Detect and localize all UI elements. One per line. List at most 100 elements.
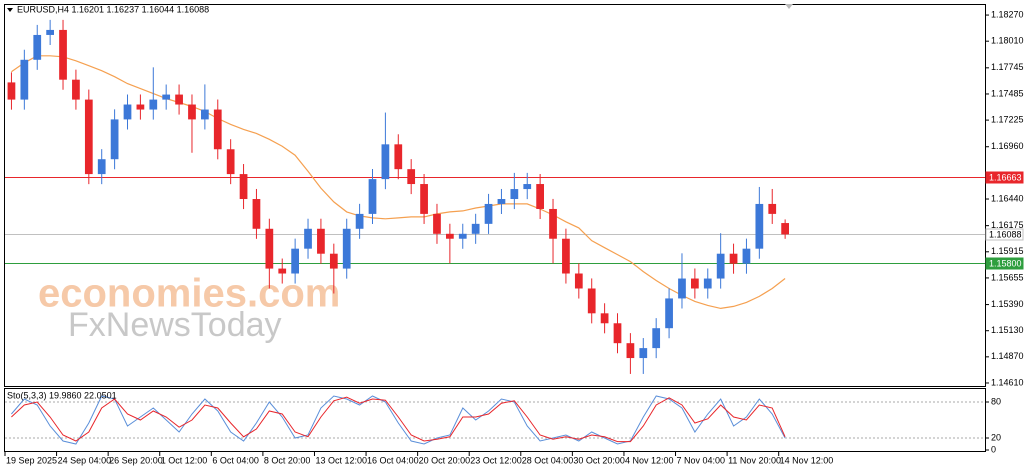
- candle-body: [252, 199, 261, 229]
- x-tick-label: 7 Nov 04:00: [677, 455, 726, 465]
- stochastic-line: [11, 395, 786, 445]
- x-tick-label: 28 Oct 04:00: [522, 455, 574, 465]
- x-tick-label: 20 Oct 20:00: [419, 455, 471, 465]
- candle-body: [691, 278, 699, 289]
- candle-body: [433, 213, 441, 234]
- candle-body: [33, 34, 42, 60]
- y-tick-label: 0: [991, 444, 996, 454]
- y-tick-label: 1.15130: [991, 325, 1024, 335]
- level-label: 1.15800: [989, 258, 1022, 268]
- candle-body: [394, 144, 403, 170]
- x-tick-label: 1 Oct 12:00: [161, 455, 208, 465]
- x-tick-label: 14 Nov 12:00: [780, 455, 834, 465]
- candle-body: [768, 203, 777, 214]
- candle-body: [97, 159, 106, 175]
- candle-body: [678, 278, 686, 299]
- indicator-title: Sto(5,3,3) 19.9860 22.0501: [7, 390, 117, 400]
- candle-body: [291, 248, 299, 274]
- candle-body: [574, 273, 583, 289]
- x-tick-label: 13 Oct 12:00: [315, 455, 367, 465]
- candle-body: [510, 189, 519, 200]
- candle-body: [84, 99, 93, 175]
- candle-body: [458, 233, 467, 239]
- stochastic-line: [11, 396, 786, 443]
- y-tick-label: 1.16175: [991, 220, 1024, 230]
- candle-body: [149, 99, 158, 110]
- candle-body: [355, 213, 364, 229]
- x-tick-label: 19 Sep 2025: [6, 455, 57, 465]
- candle-body: [59, 29, 67, 80]
- level-label-box: [985, 257, 1024, 270]
- x-tick-label: 30 Oct 20:00: [573, 455, 625, 465]
- candle-body: [162, 94, 171, 100]
- x-tick-label: 16 Oct 04:00: [367, 455, 419, 465]
- x-tick-label: 24 Sep 04:00: [58, 455, 112, 465]
- candle-body: [201, 109, 209, 120]
- candle-body: [652, 328, 661, 349]
- candle-body: [729, 253, 738, 264]
- candle-body: [420, 184, 428, 214]
- candle-body: [329, 253, 338, 269]
- candle-body: [742, 248, 751, 264]
- candle-body: [626, 343, 635, 359]
- candle-body: [317, 228, 325, 254]
- candle-body: [239, 174, 248, 200]
- candle-body: [175, 94, 183, 105]
- y-tick-label: 80: [991, 396, 1001, 406]
- candle-body: [446, 233, 454, 239]
- shift-marker: [785, 4, 793, 9]
- y-tick-label: 1.15915: [991, 246, 1024, 256]
- candle-body: [123, 104, 132, 120]
- candle-body: [716, 253, 725, 279]
- candle-body: [136, 104, 145, 110]
- candle-body: [407, 169, 416, 185]
- candle-body: [368, 179, 377, 214]
- x-tick-label: 8 Oct 20:00: [264, 455, 311, 465]
- candle-body: [665, 298, 673, 329]
- candle-body: [523, 184, 532, 190]
- candle-body: [613, 323, 622, 344]
- y-tick-label: 1.17485: [991, 88, 1024, 98]
- x-tick-label: 6 Oct 04:00: [212, 455, 259, 465]
- candle-body: [110, 119, 119, 160]
- x-tick-label: 11 Nov 20:00: [728, 455, 781, 465]
- candle-body: [781, 223, 789, 235]
- y-tick-label: 1.18270: [991, 9, 1024, 19]
- stochastic-panel-frame: [4, 388, 986, 452]
- candle-body: [304, 228, 312, 249]
- main-panel-frame: [4, 4, 986, 387]
- x-tick-label: 4 Nov 12:00: [625, 455, 674, 465]
- x-tick-label: 26 Sep 20:00: [109, 455, 163, 465]
- watermark: economies.com: [38, 272, 340, 316]
- candle-body: [639, 348, 648, 359]
- moving-average: [11, 55, 786, 310]
- y-tick-label: 1.17225: [991, 114, 1024, 124]
- level-label-box: [985, 228, 1024, 241]
- candle-body: [72, 79, 80, 100]
- candle-body: [278, 268, 287, 274]
- candle-body: [600, 313, 609, 324]
- level-label-box: [985, 171, 1024, 184]
- candle-body: [703, 278, 712, 289]
- candle-body: [213, 109, 222, 150]
- y-tick-label: 1.18010: [991, 36, 1024, 46]
- candle-body: [46, 29, 54, 35]
- candle-body: [536, 184, 544, 209]
- y-tick-label: 1.17745: [991, 62, 1024, 72]
- candle-body: [265, 228, 274, 269]
- level-label: 1.16663: [989, 172, 1022, 182]
- candle-body: [587, 288, 596, 314]
- symbol-menu-arrow[interactable]: [7, 8, 13, 12]
- candle-body: [226, 149, 235, 175]
- level-label: 1.16088: [989, 229, 1022, 239]
- candle-body: [562, 238, 570, 274]
- y-tick-label: 1.14610: [991, 377, 1024, 387]
- y-tick-label: 1.15390: [991, 299, 1024, 309]
- candle-body: [20, 59, 29, 100]
- chart-title: EURUSD,H4 1.16201 1.16237 1.16044 1.1608…: [17, 4, 209, 14]
- candle-body: [471, 223, 480, 234]
- candle-body: [549, 208, 557, 239]
- y-tick-label: 1.16440: [991, 193, 1024, 203]
